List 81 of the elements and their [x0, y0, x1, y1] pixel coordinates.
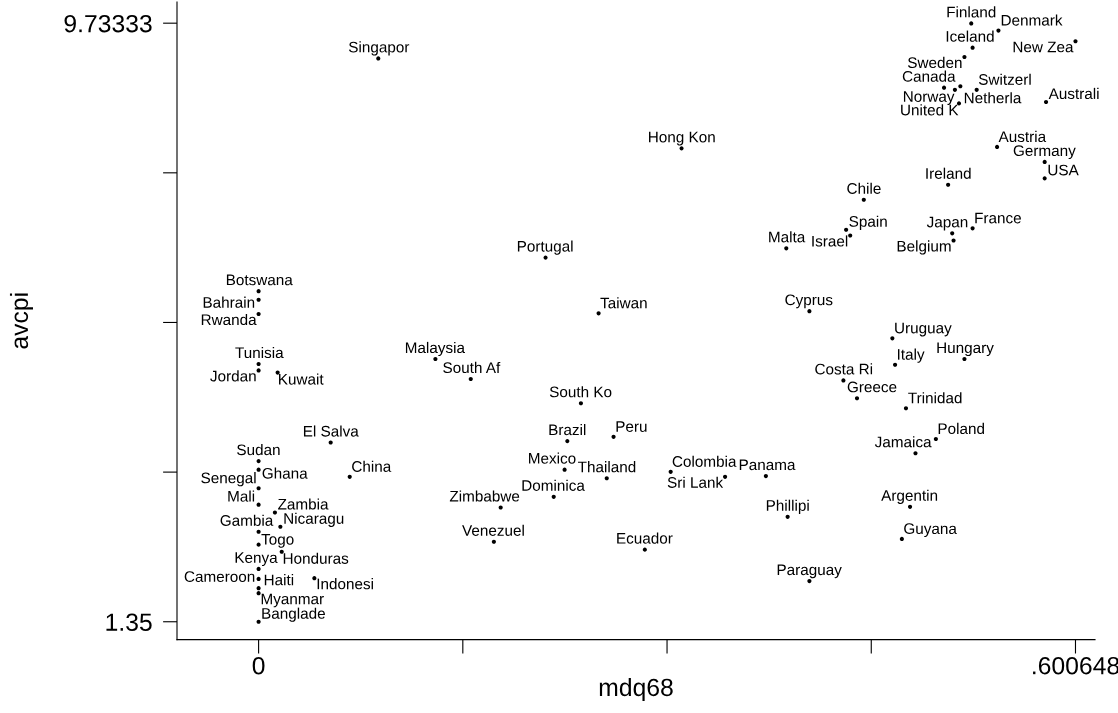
y-tick-label: 9.73333: [64, 14, 152, 33]
data-label: Myanmar: [261, 593, 324, 608]
data-label: El Salva: [303, 425, 359, 437]
data-label: Banglade: [262, 607, 325, 622]
data-label: Bahrain: [203, 296, 255, 308]
data-label: USA: [1048, 164, 1079, 176]
data-label: Portugal: [517, 240, 573, 255]
data-label: Denmark: [1001, 14, 1063, 26]
data-label: Honduras: [283, 552, 349, 564]
data-label: Sweden: [907, 56, 962, 69]
data-label: Venezuel: [462, 524, 524, 536]
data-label: Colombia: [672, 455, 737, 467]
data-label: Malta: [769, 231, 806, 243]
data-label: Taiwan: [600, 297, 647, 309]
data-label: Ecuador: [617, 532, 673, 544]
y-axis-title: avcpi: [9, 293, 33, 349]
data-label: Togo: [261, 534, 294, 548]
data-label: Canada: [902, 70, 956, 82]
data-label: Zimbabwe: [449, 490, 520, 502]
data-label: New Zea: [1013, 41, 1074, 53]
data-label: Paraguay: [777, 564, 842, 579]
data-label: Botswana: [226, 274, 293, 286]
data-label: Israel: [812, 235, 848, 247]
data-label: Rwanda: [201, 313, 257, 326]
data-label: Guyana: [904, 523, 957, 538]
data-label: Singapor: [348, 41, 410, 56]
data-label: France: [975, 212, 1021, 224]
data-label: Japan: [926, 216, 968, 231]
data-label: South Ko: [549, 386, 612, 398]
data-label: Cyprus: [785, 294, 833, 309]
data-label: Norway: [903, 91, 955, 105]
data-label: Finland: [947, 6, 996, 18]
data-label: Austria: [998, 130, 1047, 143]
data-label: Cameroon: [184, 571, 255, 583]
data-label: Zambia: [278, 498, 329, 510]
data-label: Brazil: [549, 423, 586, 436]
data-label: Mali: [228, 490, 255, 502]
data-label: Italy: [897, 348, 925, 363]
data-label: Nicaragu: [284, 512, 344, 527]
data-label: Spain: [849, 215, 887, 230]
data-label: South Af: [443, 361, 501, 374]
data-label: Belgium: [897, 240, 951, 255]
data-label: Kuwait: [279, 373, 324, 385]
data-label: Costa Ri: [815, 363, 873, 375]
data-label: Australi: [1048, 87, 1099, 100]
data-label: Gambia: [220, 514, 274, 526]
data-label: Indonesi: [317, 578, 373, 590]
data-label: United K: [901, 104, 959, 116]
data-label: Hungary: [937, 342, 994, 357]
data-label: Haiti: [264, 574, 294, 586]
data-label: Senegal: [201, 472, 256, 487]
data-label: Switzerl: [978, 73, 1031, 85]
data-label: Mexico: [529, 452, 576, 464]
data-label: Trinidad: [908, 392, 962, 404]
data-label: Peru: [616, 421, 647, 432]
x-axis-title: mdq68: [599, 678, 673, 702]
data-label: Tunisia: [235, 346, 284, 359]
x-tick-label: 0: [252, 656, 265, 675]
data-label: Argentin: [881, 489, 938, 504]
data-label: Panama: [739, 459, 796, 471]
data-label: Jordan: [210, 370, 256, 382]
y-tick-label: 1.35: [106, 613, 152, 631]
data-label: Sri Lank: [667, 476, 724, 488]
data-label: Hong Kon: [649, 131, 715, 146]
data-label: Kenya: [235, 552, 278, 567]
data-label: Ghana: [262, 467, 308, 479]
data-label: Phillipi: [766, 499, 809, 514]
data-label: Dominica: [522, 479, 585, 491]
data-label: Jamaica: [874, 436, 932, 448]
data-label: Greece: [847, 381, 897, 393]
data-label: Netherla: [964, 92, 1022, 104]
data-label: Iceland: [946, 30, 994, 42]
data-label: Germany: [1013, 145, 1076, 160]
data-label: Uruguay: [895, 322, 952, 337]
data-label: Poland: [938, 422, 984, 435]
data-label: Sudan: [237, 443, 280, 456]
data-label: China: [352, 460, 392, 472]
data-label: Malaysia: [405, 341, 465, 357]
data-label: Ireland: [926, 167, 971, 179]
data-label: Chile: [847, 182, 881, 194]
data-label: Thailand: [577, 461, 636, 473]
